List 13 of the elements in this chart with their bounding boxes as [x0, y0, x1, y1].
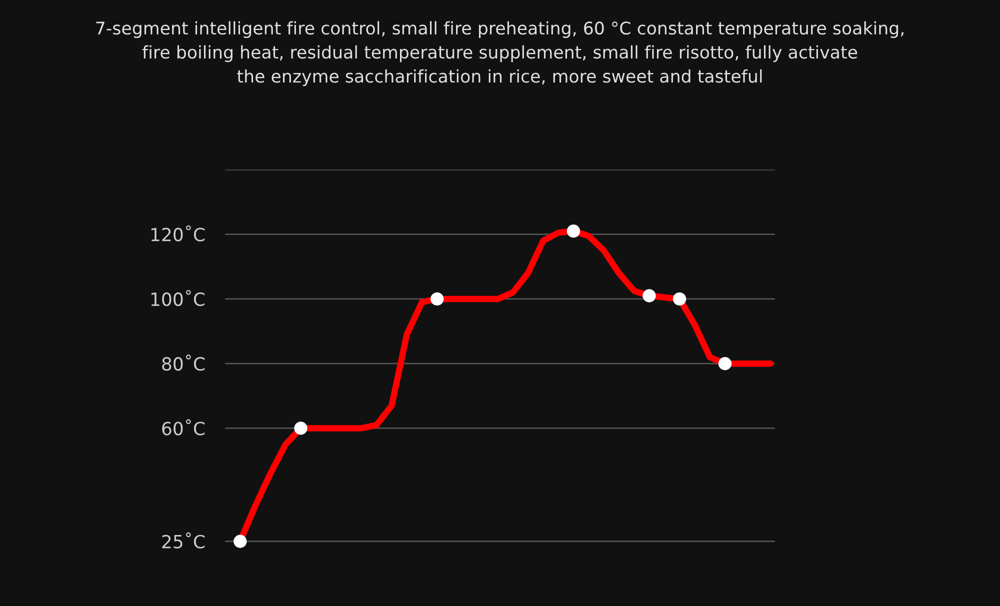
point: [642, 289, 656, 302]
y-tick-label: 120˚C: [151, 225, 205, 242]
y-tick-label: 80˚C: [162, 354, 205, 371]
y-tick-label: 60˚C: [162, 419, 205, 436]
chart-title: 7-segment intelligent fire control, small fire preheating, 60 °C constant temperature soaking, fire boiling heat, residual temperature supplement, small fire risotto, fully activate the enzyme saccharification in rice, more sweet and tasteful: [96, 21, 904, 86]
y-tick-label: 100˚C: [151, 290, 205, 306]
point: [566, 224, 580, 238]
point: [430, 292, 444, 306]
point: [718, 357, 732, 370]
point: [672, 292, 686, 306]
point: [234, 534, 247, 548]
point: [294, 422, 308, 435]
y-tick-label: 25˚C: [162, 532, 205, 548]
